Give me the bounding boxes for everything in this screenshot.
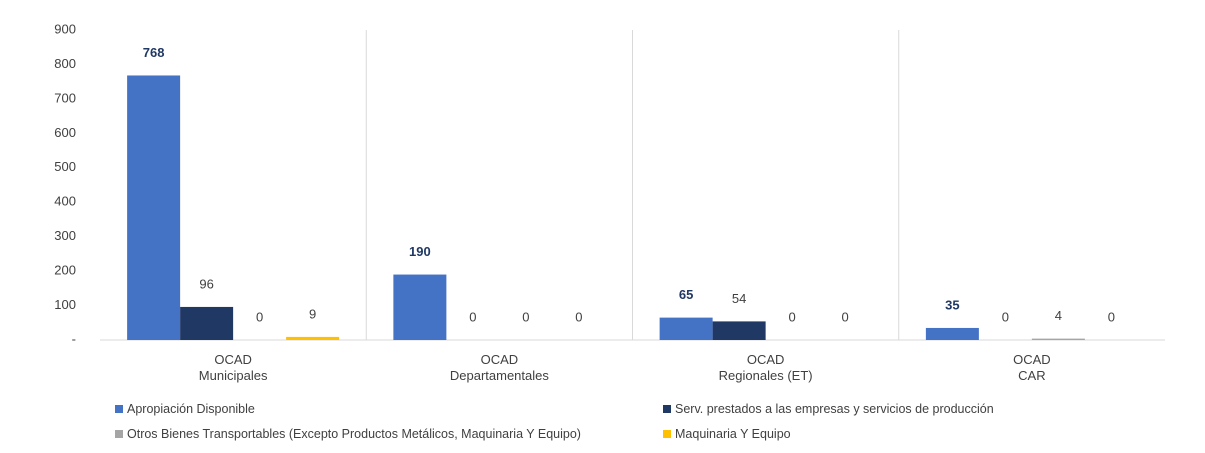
legend-label: Apropiación Disponible [127,402,255,416]
bar [180,306,234,340]
data-label: 0 [575,309,582,324]
y-tick-label: 800 [54,56,76,71]
data-label: 4 [1055,308,1062,323]
data-label: 0 [1108,309,1115,324]
legend-item: Maquinaria Y Equipo [663,427,791,441]
bar [925,327,979,340]
data-label: 65 [679,287,693,302]
y-tick-label: 400 [54,194,76,209]
bar [1031,338,1085,340]
legend-item: Otros Bienes Transportables (Excepto Pro… [115,427,581,441]
legend-item: Apropiación Disponible [115,402,255,416]
x-tick-label: OCAD CAR [1013,352,1051,383]
y-tick-label: 300 [54,228,76,243]
bar [712,321,766,340]
y-tick-label: 500 [54,159,76,174]
legend-label: Maquinaria Y Equipo [675,427,791,441]
data-label: 0 [842,309,849,324]
data-label: 9 [309,306,316,321]
legend-swatch [663,430,671,438]
data-label: 0 [789,309,796,324]
y-tick-label: 700 [54,90,76,105]
bar [659,317,713,340]
data-label: 0 [469,309,476,324]
legend-label: Otros Bienes Transportables (Excepto Pro… [127,427,581,441]
legend-label: Serv. prestados a las empresas y servici… [675,402,994,416]
legend-swatch [115,405,123,413]
y-tick-label: 900 [54,21,76,36]
y-tick-label: 100 [54,297,76,312]
x-tick-label: OCAD Regionales (ET) [718,352,813,383]
data-label: 0 [1002,309,1009,324]
data-label: 96 [199,276,213,291]
data-label: 190 [409,244,431,259]
bar [127,75,181,340]
legend-item: Serv. prestados a las empresas y servici… [663,402,994,416]
bar [393,274,447,340]
x-tick-label: OCAD Municipales [198,352,268,383]
y-tick-label: 600 [54,125,76,140]
data-label: 0 [256,309,263,324]
x-tick-label: OCAD Departamentales [449,352,549,383]
data-label: 0 [522,309,529,324]
legend-swatch [115,430,123,438]
legend-swatch [663,405,671,413]
data-label: 768 [143,45,165,60]
bar [286,336,340,340]
y-tick-label: 200 [54,263,76,278]
data-label: 54 [732,291,746,306]
y-tick-label: - [72,331,76,346]
data-label: 35 [945,297,959,312]
